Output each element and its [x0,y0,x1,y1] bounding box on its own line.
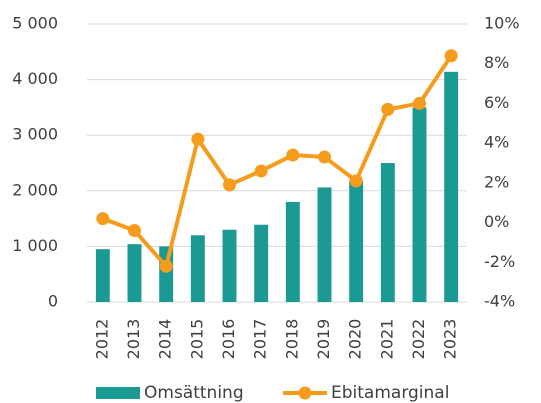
bar [380,163,395,302]
legend-marker [298,386,312,400]
marker [254,164,268,178]
y-tick-label: 0 [48,292,58,311]
y2-tick-label: -2% [484,252,515,271]
y-tick-label: 4 000 [12,69,58,88]
bar [412,107,427,303]
x-tick-label: 2016 [219,319,238,360]
y2-tick-label: 4% [484,133,509,152]
bar [95,249,110,302]
x-tick-label: 2015 [187,319,206,360]
x-tick-label: 2017 [251,319,270,360]
y2-tick-label: 0% [484,212,509,231]
x-tick-label: 2020 [346,319,365,360]
legend-swatch [96,387,140,399]
bar [444,71,459,302]
bar [222,229,237,302]
bar [254,224,269,302]
x-tick-label: 2013 [124,319,143,360]
legend-label: Omsättning [144,383,244,403]
y2-tick-label: -4% [484,292,515,311]
y-tick-label: 1 000 [12,236,58,255]
x-tick-label: 2014 [156,319,175,360]
marker [128,224,141,238]
bar [349,180,364,302]
x-tick-label: 2021 [377,319,396,360]
bar [317,187,332,302]
marker [444,49,458,63]
marker [159,259,173,273]
marker [223,178,236,192]
y-tick-label: 3 000 [12,125,58,144]
y-tick-label: 2 000 [12,180,58,199]
y2-tick-label: 2% [484,172,509,191]
x-tick-label: 2018 [282,319,301,360]
bar [285,201,300,302]
bar [190,235,205,302]
marker [318,150,331,164]
y2-tick-label: 8% [484,53,509,72]
bar [127,244,142,302]
marker [349,174,363,188]
marker [191,132,205,146]
line [102,54,453,269]
y2-tick-label: 10% [484,14,520,33]
legend-label: Ebitamarginal [331,383,449,403]
marker [96,212,110,226]
marker [381,102,395,116]
x-tick-label: 2019 [314,319,333,360]
marker [413,96,426,110]
y-tick-label: 5 000 [12,14,58,33]
marker [286,148,300,162]
y2-tick-label: 6% [484,93,509,112]
x-tick-label: 2023 [441,319,460,360]
x-tick-label: 2022 [409,319,428,360]
x-tick-label: 2012 [92,319,111,360]
